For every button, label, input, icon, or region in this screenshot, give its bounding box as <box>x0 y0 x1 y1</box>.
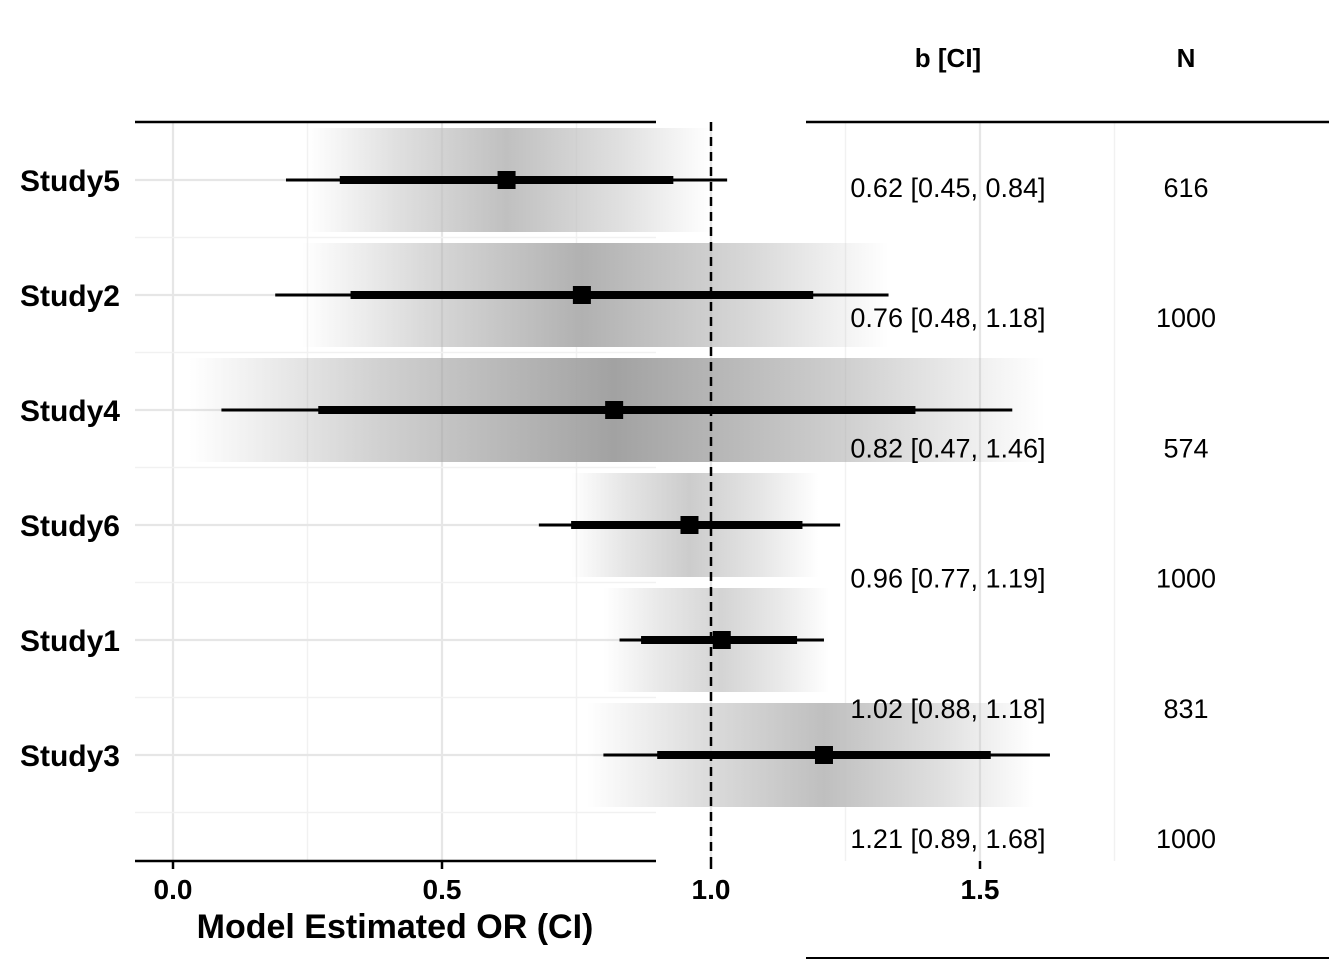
table-cell-n: 831 <box>1163 694 1208 724</box>
study-label: Study2 <box>20 280 120 313</box>
study-label: Study5 <box>20 165 120 198</box>
plot-marks <box>221 171 1050 764</box>
table-cell-n: 574 <box>1163 433 1208 463</box>
study-label: Study6 <box>20 510 120 543</box>
x-tick-label: 1.5 <box>961 874 1000 905</box>
point-estimate <box>497 171 516 189</box>
point-estimate <box>712 631 731 649</box>
point-estimate <box>680 516 699 534</box>
table-cell-b-ci: 1.02 [0.88, 1.18] <box>850 694 1045 724</box>
results-table: b [CI] N 0.62 [0.45, 0.84] 616 0.76 [0.48,… <box>806 43 1329 959</box>
plot-labels: Study5 Study2 Study4 Study6 Study1 Study3 <box>20 165 120 773</box>
x-tick-label: 0.5 <box>423 874 462 905</box>
table-cell-b-ci: 1.21 [0.89, 1.68] <box>850 824 1045 854</box>
x-axis-title: Model Estimated OR (CI) <box>197 908 594 946</box>
table-rows: 0.62 [0.45, 0.84] 616 0.76 [0.48, 1.18] 100… <box>850 173 1216 854</box>
study-label: Study3 <box>20 740 120 773</box>
table-cell-b-ci: 0.82 [0.47, 1.46] <box>850 433 1045 463</box>
table-cell-b-ci: 0.62 [0.45, 0.84] <box>850 173 1045 203</box>
table-cell-n: 616 <box>1163 173 1208 203</box>
table-cell-n: 1000 <box>1156 303 1216 333</box>
table-cell-n: 1000 <box>1156 824 1216 854</box>
table-cell-n: 1000 <box>1156 564 1216 594</box>
point-estimate <box>605 401 624 419</box>
table-cell-b-ci: 0.76 [0.48, 1.18] <box>850 303 1045 333</box>
point-estimate <box>814 746 833 764</box>
table-cell-b-ci: 0.96 [0.77, 1.19] <box>850 564 1045 594</box>
x-tick-label: 1.0 <box>692 874 731 905</box>
table-header-n: N <box>1177 43 1196 73</box>
table-header-b-ci: b [CI] <box>915 43 981 73</box>
study-label: Study1 <box>20 625 120 658</box>
point-estimate <box>572 286 591 304</box>
study-label: Study4 <box>20 395 120 428</box>
plot-axes: 0.0 0.5 1.0 1.5 <box>135 120 1000 905</box>
x-tick-label: 0.0 <box>154 874 193 905</box>
